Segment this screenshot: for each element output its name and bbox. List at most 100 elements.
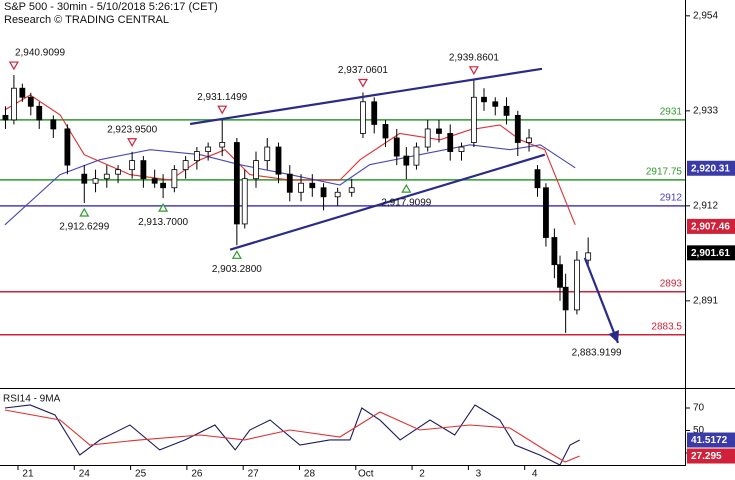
candle-body bbox=[171, 169, 178, 189]
candle-body bbox=[193, 151, 200, 162]
arrow-head bbox=[608, 329, 620, 343]
price-tag-label: 2,901.61 bbox=[691, 248, 730, 259]
trend-line bbox=[229, 153, 546, 251]
candle-body bbox=[298, 182, 304, 193]
plot-layer: 2931 2917.75 2912 2893 2883.5 2,940.9099 2,923… bbox=[0, 10, 735, 480]
candle-body bbox=[275, 146, 282, 175]
price-tag bbox=[687, 448, 735, 464]
y-tick-label: 2,912 bbox=[693, 200, 718, 211]
candle-body bbox=[50, 119, 57, 130]
candle-body bbox=[514, 114, 521, 143]
candle-body bbox=[557, 264, 563, 288]
high-marker bbox=[127, 138, 138, 147]
candle-body bbox=[64, 128, 71, 166]
level-label: 2917.75 bbox=[646, 166, 683, 177]
candle-body bbox=[393, 137, 400, 157]
price-tag bbox=[687, 160, 735, 176]
candle-body bbox=[151, 178, 158, 184]
candle-body bbox=[129, 160, 136, 171]
x-tick-label: 26 bbox=[191, 469, 203, 480]
y-tick-label: 2,954 bbox=[693, 10, 718, 21]
annotation-label: 2,917.9099 bbox=[381, 198, 431, 209]
candle-body bbox=[160, 182, 167, 189]
candle-body bbox=[534, 169, 541, 189]
candle-body bbox=[574, 259, 580, 311]
low-marker bbox=[158, 202, 169, 212]
chart-subtitle: Research © TRADING CENTRAL bbox=[4, 14, 169, 26]
x-tick-label: 4 bbox=[532, 469, 538, 480]
x-tick-label: 28 bbox=[304, 469, 316, 480]
high-marker bbox=[217, 105, 228, 115]
x-tick-label: 21 bbox=[22, 469, 34, 480]
candle-body bbox=[403, 155, 410, 166]
candle-body bbox=[562, 286, 569, 311]
candle-body bbox=[360, 101, 366, 134]
candle-body bbox=[481, 96, 487, 103]
candle-body bbox=[264, 146, 271, 162]
low-marker bbox=[79, 207, 90, 217]
candle-body bbox=[503, 105, 510, 116]
annotation-label: 2,903.2800 bbox=[212, 264, 262, 275]
y-tick-label: 2,933 bbox=[693, 105, 718, 116]
candle-body bbox=[27, 96, 34, 107]
candle-body bbox=[92, 178, 99, 184]
trend-line bbox=[189, 67, 543, 126]
level-label: 2931 bbox=[660, 107, 683, 118]
rsi-title: RSI14 - 9MA bbox=[3, 394, 61, 405]
candle-body bbox=[320, 187, 327, 198]
rsi-line bbox=[4, 409, 580, 463]
annotation-label: 2,883.9199 bbox=[572, 348, 622, 359]
annotation-label: 2,939.8601 bbox=[449, 52, 499, 63]
x-tick-label: 2 bbox=[419, 469, 425, 480]
candle-body bbox=[543, 187, 549, 238]
y-tick-label: 70 bbox=[693, 403, 705, 414]
price-tag-label: 2,907.46 bbox=[691, 222, 730, 233]
moving-average bbox=[4, 144, 576, 226]
price-tag bbox=[687, 432, 735, 448]
y-tick-label: 50 bbox=[693, 425, 705, 436]
low-marker bbox=[401, 183, 412, 193]
x-tick-label: Oct bbox=[358, 469, 374, 480]
candle-body bbox=[253, 160, 259, 180]
annotation-label: 2,923.9500 bbox=[107, 124, 157, 135]
candle-body bbox=[526, 137, 532, 143]
price-tag-label: 27.295 bbox=[691, 451, 722, 462]
candle-body bbox=[182, 160, 189, 171]
y-tick-label: 2,891 bbox=[693, 295, 718, 306]
forecast-arrow bbox=[583, 257, 620, 344]
level-label: 2883.5 bbox=[651, 321, 682, 332]
x-tick-label: 24 bbox=[79, 469, 91, 480]
candle-body bbox=[241, 178, 248, 225]
candle-body bbox=[233, 142, 240, 225]
annotation-label: 2,940.9099 bbox=[15, 48, 65, 59]
high-marker bbox=[357, 78, 368, 88]
price-tag bbox=[687, 245, 735, 261]
annotation-label: 2,912.6299 bbox=[59, 222, 109, 233]
candle-body bbox=[371, 101, 378, 125]
candle-body bbox=[219, 142, 226, 148]
candle-body bbox=[2, 114, 9, 121]
x-tick-label: 3 bbox=[476, 469, 482, 480]
candle-body bbox=[103, 173, 110, 180]
rsi-line bbox=[4, 404, 580, 466]
high-marker bbox=[468, 66, 479, 76]
candle-body bbox=[436, 128, 442, 134]
candle-body bbox=[11, 87, 17, 121]
price-tag-label: 2,920.31 bbox=[691, 163, 730, 174]
candle-body bbox=[140, 160, 147, 180]
candle-body bbox=[413, 146, 420, 166]
candle-body bbox=[348, 187, 355, 193]
candle-body bbox=[81, 173, 88, 184]
candle-body bbox=[458, 146, 465, 152]
candle-body bbox=[551, 237, 558, 266]
annotation-label: 2,937.0601 bbox=[338, 65, 388, 76]
level-label: 2912 bbox=[660, 192, 683, 203]
candle-body bbox=[205, 146, 212, 152]
candle-body bbox=[424, 128, 431, 148]
candle-body bbox=[585, 252, 592, 261]
price-tag-label: 41.5172 bbox=[691, 435, 728, 446]
candle-body bbox=[309, 182, 316, 189]
candle-body bbox=[19, 87, 26, 98]
